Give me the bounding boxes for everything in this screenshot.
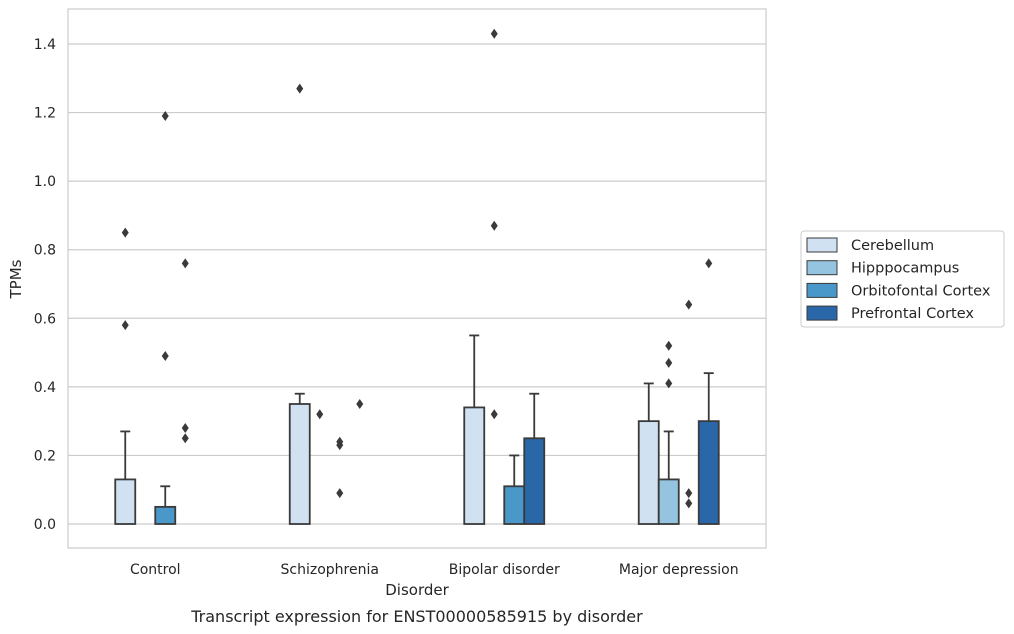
bar	[114, 478, 137, 525]
y-axis-label: TPMs	[7, 259, 25, 299]
legend: Cerebellum Hipppocampus Orbitofontal Corte…	[800, 230, 1005, 328]
y-axis-ticks: 0.0 0.2 0.4 0.6 0.8 1.0 1.2 1.4	[34, 37, 56, 533]
outlier-point	[121, 227, 129, 238]
legend-label: Orbitofontal Cortex	[851, 283, 991, 299]
y-tick-label: 0.8	[34, 243, 56, 259]
error-bars	[120, 334, 714, 507]
outlier-point	[296, 83, 304, 94]
outlier-point	[356, 399, 364, 409]
bar	[637, 420, 660, 525]
legend-swatch	[806, 237, 838, 253]
outlier-point	[181, 258, 189, 269]
legend-swatch	[806, 260, 838, 276]
outlier-point	[705, 258, 713, 269]
y-tick-label: 1.4	[34, 37, 56, 53]
bar	[288, 403, 311, 525]
y-tick-label: 0.0	[34, 517, 56, 533]
outlier-point	[336, 440, 344, 451]
outliers	[121, 28, 713, 509]
bar	[503, 485, 526, 525]
outlier-point	[685, 498, 693, 509]
x-axis-label: Disorder	[385, 581, 449, 599]
y-tick-label: 1.0	[34, 174, 56, 190]
outlier-point	[685, 488, 693, 499]
outlier-point	[161, 111, 169, 121]
y-tick-label: 0.4	[34, 380, 56, 396]
outlier-point	[665, 378, 673, 389]
outlier-point	[121, 320, 129, 331]
outlier-point	[161, 351, 169, 361]
bar	[154, 505, 177, 525]
bar	[463, 406, 486, 525]
outlier-point	[181, 423, 189, 433]
x-tick-label: Schizophrenia	[281, 562, 379, 578]
outlier-point	[316, 409, 324, 420]
legend-label: Cerebellum	[851, 238, 934, 254]
x-tick-label: Bipolar disorder	[449, 562, 560, 578]
y-tick-label: 0.2	[34, 448, 56, 464]
legend-swatch	[806, 282, 838, 298]
outlier-point	[181, 433, 189, 444]
outlier-point	[665, 357, 673, 368]
outlier-point	[336, 488, 344, 499]
bar	[697, 420, 720, 525]
bars	[114, 403, 720, 525]
plot-frame	[67, 8, 767, 549]
bar	[523, 437, 546, 525]
y-tick-label: 0.6	[34, 311, 56, 327]
y-tick-label: 1.2	[34, 106, 56, 122]
outlier-point	[490, 220, 498, 231]
legend-frame	[800, 230, 1005, 328]
x-tick-label: Major depression	[619, 562, 739, 578]
outlier-point	[685, 299, 693, 310]
outlier-point	[490, 409, 498, 420]
chart-caption: Transcript expression for ENST0000058591…	[190, 607, 643, 626]
bar	[657, 478, 680, 525]
outlier-point	[665, 340, 673, 351]
outlier-point	[490, 28, 498, 39]
x-axis-ticks: Control Schizophrenia Bipolar disorder Majo…	[130, 562, 739, 578]
legend-swatch	[806, 305, 838, 321]
legend-label: Prefrontal Cortex	[851, 306, 974, 322]
legend-label: Hipppocampus	[851, 261, 959, 277]
x-tick-label: Control	[130, 562, 181, 578]
grid	[68, 43, 766, 525]
